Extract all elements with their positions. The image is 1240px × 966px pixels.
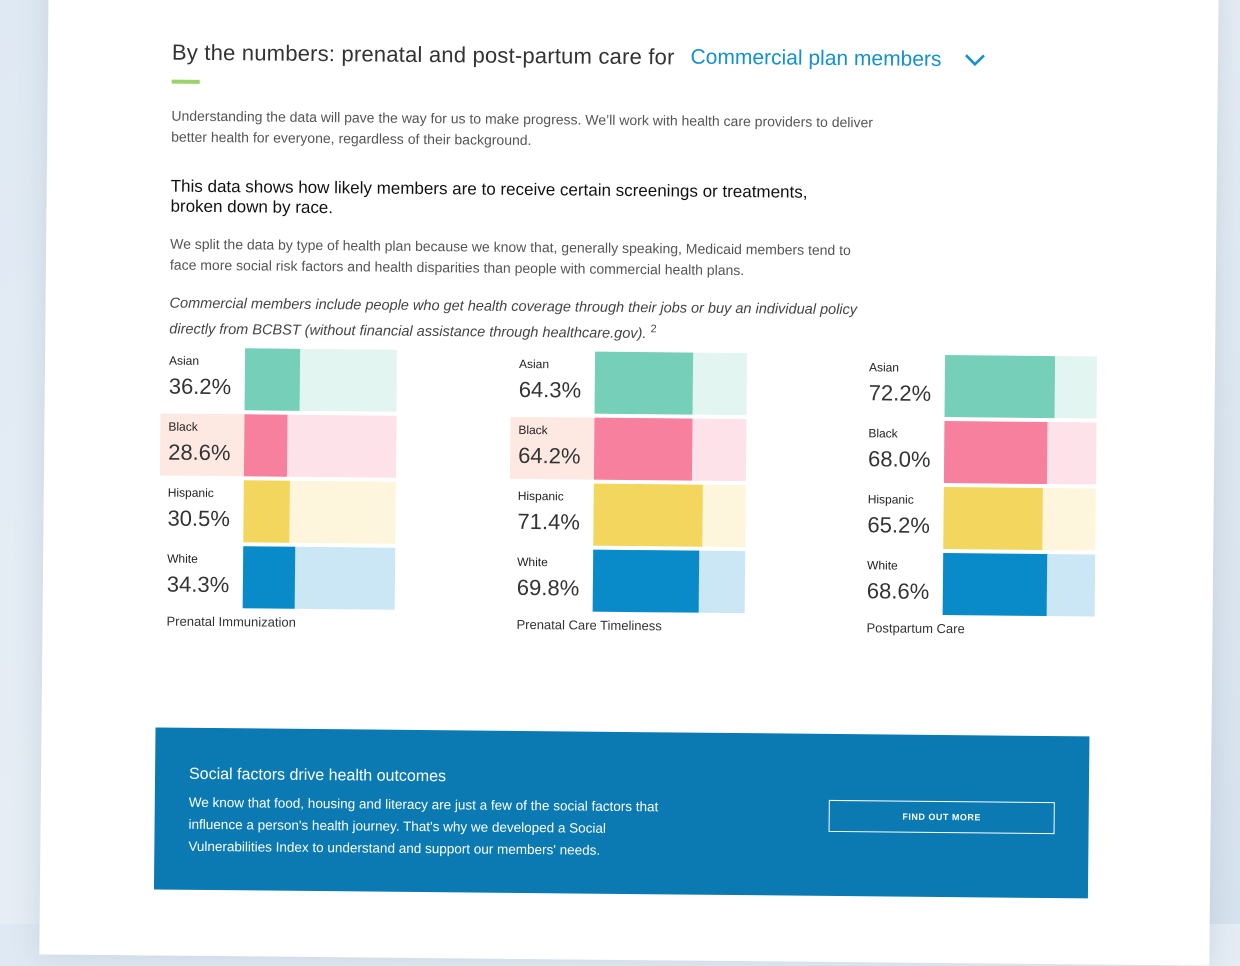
bar-track (243, 480, 396, 544)
chart-prenatal-immunization: Asian 36.2% Black 28.6% Hispanic 30.5% White 34… (159, 348, 410, 631)
category-label: White (867, 558, 898, 573)
bar-track (593, 483, 746, 548)
bar-track (942, 553, 1096, 617)
chart-title: Prenatal Care Timeliness (516, 616, 662, 634)
bar-asian (944, 355, 1055, 419)
bar-hispanic (593, 483, 703, 547)
category-label: White (517, 554, 548, 570)
section-subheading: This data shows how likely members are t… (170, 176, 808, 218)
bar-row-asian: Asian 72.2% (869, 354, 1110, 420)
plan-type-dropdown[interactable]: Commercial plan members (690, 46, 985, 73)
bar-row-hispanic: Hispanic 65.2% (867, 486, 1108, 552)
bar-row-black: Black 28.6% (159, 413, 409, 480)
category-label: Asian (518, 356, 550, 372)
bar-hispanic (943, 487, 1043, 550)
value-label: 72.2% (868, 380, 932, 406)
value-label: 64.3% (518, 376, 582, 403)
bar-black (943, 421, 1048, 485)
intro-paragraph: Understanding the data will pave the way… (171, 107, 874, 149)
bar-row-asian: Asian 36.2% (169, 348, 410, 414)
bar-track (943, 421, 1097, 485)
value-label: 28.6% (168, 439, 231, 466)
bar-track (592, 549, 746, 614)
bar-track (243, 414, 397, 478)
category-label: Asian (868, 360, 900, 375)
footnote-ref[interactable]: 2 (650, 323, 657, 336)
plan-type-selected: Commercial plan members (690, 45, 942, 71)
value-label: 36.2% (168, 373, 232, 400)
banner-title: Social factors drive health outcomes (188, 765, 447, 786)
social-factors-banner: Social factors drive health outcomes We … (153, 727, 1090, 899)
bar-track (943, 487, 1096, 551)
bar-white (942, 553, 1048, 617)
accent-underline (171, 79, 200, 84)
value-label: 65.2% (867, 512, 930, 538)
page-heading: By the numbers: prenatal and post-partum… (172, 40, 1072, 75)
bar-black (593, 417, 693, 481)
chevron-down-icon (964, 54, 985, 67)
category-label: Black (518, 422, 548, 438)
bar-row-hispanic: Hispanic 71.4% (517, 483, 758, 549)
value-label: 69.8% (516, 574, 580, 601)
page-title: By the numbers: prenatal and post-partum… (171, 39, 675, 70)
bar-row-white: White 68.6% (867, 552, 1108, 618)
bar-white (242, 546, 296, 609)
split-explanation: We split the data by type of health plan… (169, 235, 851, 279)
category-label: Black (868, 426, 898, 441)
value-label: 68.0% (867, 446, 931, 472)
category-label: Asian (168, 353, 200, 368)
category-label: Hispanic (867, 492, 914, 507)
bar-track (594, 351, 748, 416)
bar-row-white: White 69.8% (517, 549, 758, 615)
chart-prenatal-care-timeliness: Asian 64.3% Black 64.2% Hispanic 71.4% White 69… (509, 351, 760, 634)
banner-text: We know that food, housing and literacy … (188, 794, 659, 858)
value-label: 64.2% (518, 442, 581, 469)
bar-hispanic (243, 480, 291, 543)
bar-row-asian: Asian 64.3% (519, 351, 760, 417)
page-sheet: By the numbers: prenatal and post-partum… (39, 0, 1219, 966)
value-label: 30.5% (167, 505, 231, 532)
category-label: White (167, 551, 198, 566)
chart-title: Postpartum Care (866, 620, 965, 637)
commercial-definition-text: Commercial members include people who ge… (169, 295, 858, 342)
commercial-definition: Commercial members include people who ge… (169, 294, 859, 347)
chart-postpartum-care: Asian 72.2% Black 68.0% Hispanic 65.2% White 68… (866, 354, 1109, 637)
bar-row-black: Black 68.0% (868, 420, 1109, 486)
category-label: Hispanic (517, 488, 564, 504)
bar-track (944, 355, 1098, 419)
value-label: 71.4% (517, 508, 581, 535)
category-label: Hispanic (167, 485, 214, 501)
chart-title: Prenatal Immunization (166, 613, 296, 630)
find-out-more-button[interactable]: FIND OUT MORE (828, 799, 1055, 835)
bar-track (242, 546, 396, 610)
bar-asian (594, 351, 693, 415)
bar-row-white: White 34.3% (167, 546, 408, 612)
category-label: Black (168, 419, 198, 434)
bar-row-hispanic: Hispanic 30.5% (167, 480, 408, 546)
bar-row-black: Black 64.2% (509, 416, 759, 483)
bar-white (592, 549, 700, 613)
bar-asian (244, 348, 301, 411)
value-label: 34.3% (166, 571, 230, 598)
content-area: By the numbers: prenatal and post-partum… (153, 0, 1112, 965)
value-label: 68.6% (866, 578, 930, 604)
bar-black (243, 414, 288, 477)
bar-track (244, 348, 398, 412)
bar-track (593, 417, 747, 482)
